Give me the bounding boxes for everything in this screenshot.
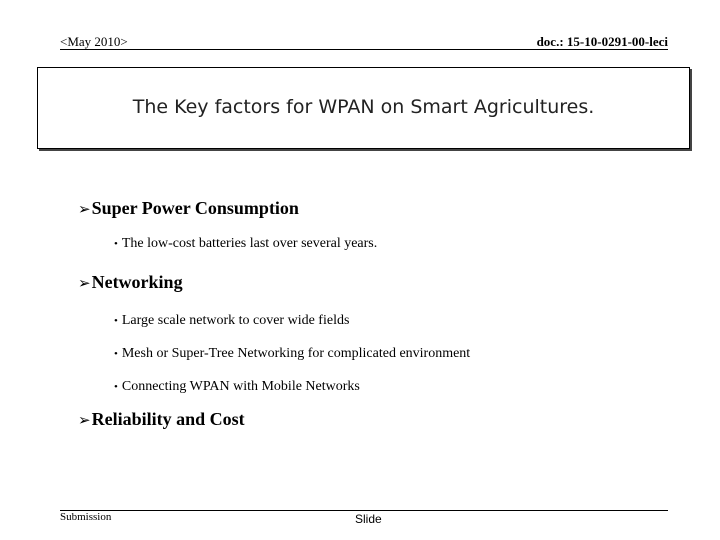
arrow-bullet-icon: ➢ [78,411,91,429]
list-item: • The low-cost batteries last over severa… [114,236,377,252]
header-date: <May 2010> [60,34,128,49]
dot-bullet-icon: • [114,381,118,393]
list-item-label: Mesh or Super-Tree Networking for compli… [121,346,471,361]
list-item: • Large scale network to cover wide field… [114,313,349,329]
section-heading-label: Reliability and Cost [91,409,245,429]
list-item-label: Connecting WPAN with Mobile Networks [121,379,360,394]
slide-title: The Key factors for WPAN on Smart Agricu… [132,96,595,118]
dot-bullet-icon: • [114,238,118,250]
section-heading-networking: ➢Networking [78,272,183,293]
header-doc-number: doc.: 15-10-0291-00-leci [536,34,668,49]
section-heading-power: ➢Super Power Consumption [78,198,299,219]
arrow-bullet-icon: ➢ [78,200,91,218]
footer-submission: Submission [60,511,112,523]
section-heading-reliability: ➢Reliability and Cost [78,409,245,430]
arrow-bullet-icon: ➢ [78,274,91,292]
title-box: The Key factors for WPAN on Smart Agricu… [37,67,690,149]
list-item-label: The low-cost batteries last over several… [121,236,378,251]
section-heading-label: Networking [91,272,183,292]
footer-slide: Slide [355,512,382,526]
footer-divider [60,510,668,511]
dot-bullet-icon: • [114,315,118,327]
header-divider [60,49,668,50]
list-item: • Mesh or Super-Tree Networking for compl… [114,346,470,362]
list-item: • Connecting WPAN with Mobile Networks [114,379,360,395]
list-item-label: Large scale network to cover wide fields [121,313,350,328]
dot-bullet-icon: • [114,348,118,360]
section-heading-label: Super Power Consumption [91,198,299,218]
